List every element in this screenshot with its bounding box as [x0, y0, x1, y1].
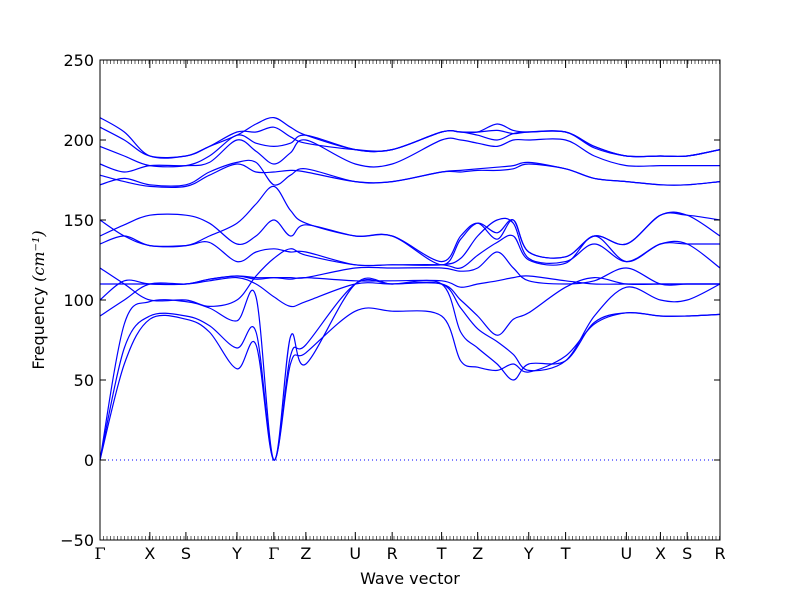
y-tick-label: −50: [60, 531, 94, 550]
x-tick-label: S: [682, 544, 692, 563]
x-tick-label: Γ: [268, 544, 279, 563]
y-axis-label-unit: (cm⁻¹): [29, 230, 48, 281]
band-line-16: [99, 116, 721, 159]
y-axis-label-text: Frequency: [29, 287, 48, 370]
band-line-6: [100, 251, 720, 286]
x-tick-label: U: [349, 544, 361, 563]
band-line-2: [99, 278, 721, 461]
x-tick-label: R: [714, 544, 725, 563]
band-line-5: [99, 275, 720, 301]
y-axis-ticks: −50 0 50 100 150 200 250: [60, 51, 720, 550]
y-tick-label: 150: [63, 211, 94, 230]
band-line-13: [99, 137, 720, 173]
x-tick-label: S: [181, 544, 191, 563]
x-minor-ticks: [99, 60, 720, 540]
x-tick-label: R: [387, 544, 398, 563]
x-tick-label: T: [436, 544, 447, 563]
band-line-10: [99, 185, 721, 263]
band-line-15: [99, 126, 721, 159]
band-line-12: [99, 163, 721, 189]
band-line-4: [99, 276, 720, 336]
y-tick-label: 0: [84, 451, 94, 470]
plot-frame: [99, 59, 721, 541]
x-axis-label: Wave vector: [360, 569, 460, 588]
x-tick-label: X: [144, 544, 155, 563]
band-line-9: [99, 211, 721, 266]
x-tick-label: Y: [231, 544, 242, 563]
x-tick-label: Γ: [94, 544, 105, 563]
y-tick-label: 50: [74, 371, 94, 390]
y-tick-label: 200: [63, 131, 94, 150]
y-tick-label: 250: [63, 51, 94, 70]
band-line-1: [99, 307, 721, 461]
y-tick-label: 100: [63, 291, 94, 310]
band-line-8: [99, 217, 721, 269]
x-tick-label: X: [655, 544, 666, 563]
band-lines: [99, 116, 721, 461]
band-line-14: [99, 129, 721, 168]
x-tick-label: T: [560, 544, 571, 563]
band-line-3: [99, 277, 721, 461]
x-tick-label: U: [621, 544, 633, 563]
y-axis-label: Frequency (cm⁻¹): [29, 230, 48, 369]
x-tick-label: Y: [523, 544, 534, 563]
x-tick-label: Z: [300, 544, 311, 563]
x-tick-label: Z: [472, 544, 483, 563]
